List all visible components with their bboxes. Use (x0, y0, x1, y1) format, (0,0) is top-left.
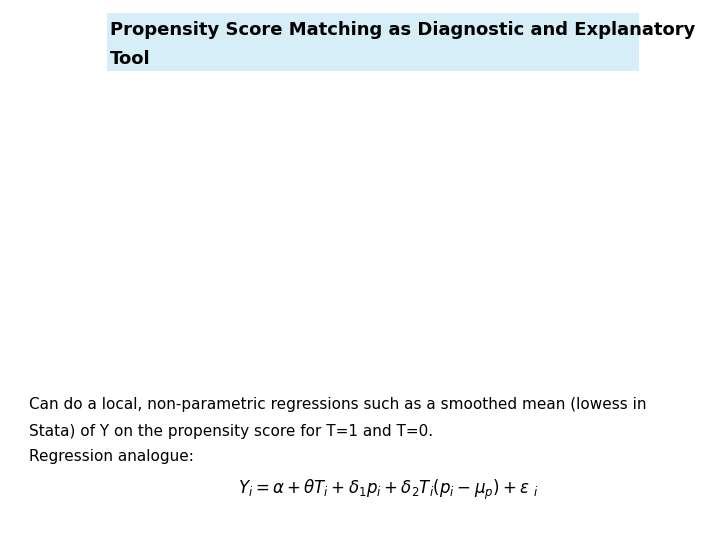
Text: Can do a local, non-parametric regressions such as a smoothed mean (lowess in: Can do a local, non-parametric regressio… (29, 397, 647, 412)
Text: Regression analogue:: Regression analogue: (29, 449, 194, 464)
Text: $Y_i = \alpha + \theta T_i + \delta_1 p_i + \delta_2 T_i(p_i - \mu_p) + \epsilon: $Y_i = \alpha + \theta T_i + \delta_1 p_… (238, 478, 539, 502)
Text: Tool: Tool (110, 50, 150, 68)
Text: Propensity Score Matching as Diagnostic and Explanatory: Propensity Score Matching as Diagnostic … (110, 21, 696, 38)
Text: Stata) of Y on the propensity score for T=1 and T=0.: Stata) of Y on the propensity score for … (29, 424, 433, 439)
